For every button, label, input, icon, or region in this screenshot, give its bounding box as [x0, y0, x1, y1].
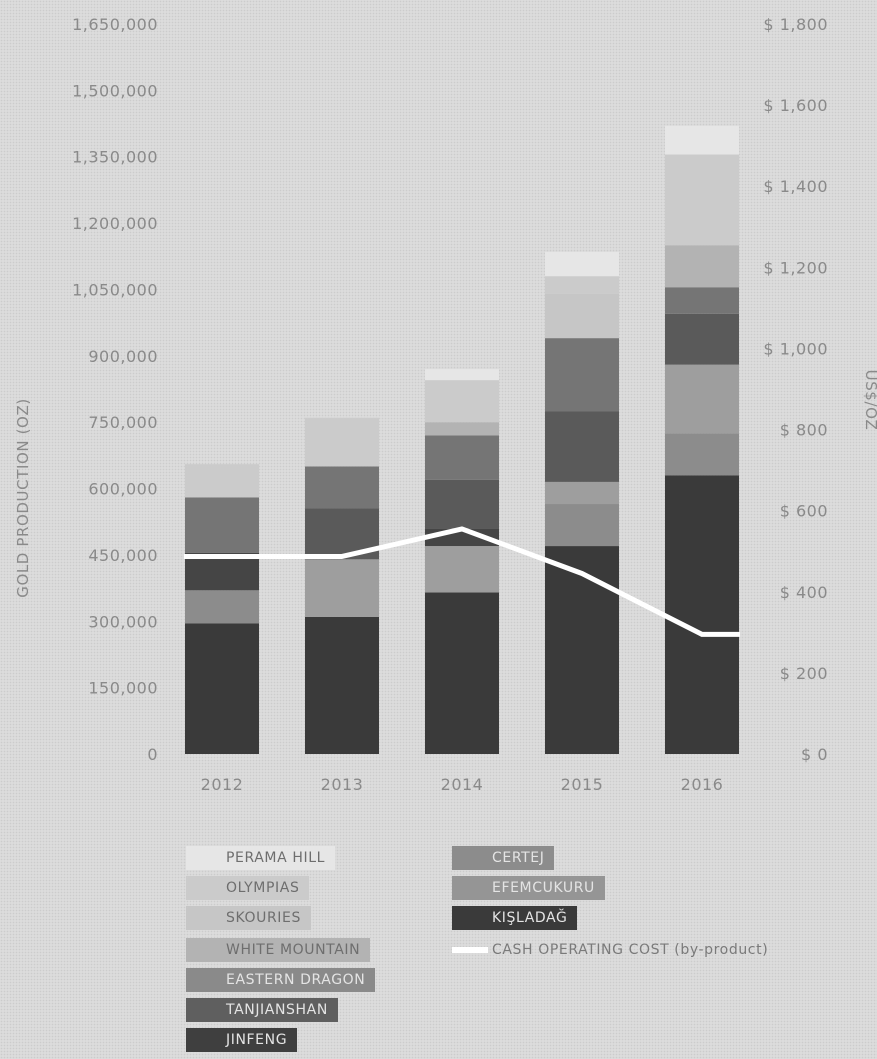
right-tick-label: $ 1,600: [763, 96, 828, 115]
legend-label: CASH OPERATING COST (by-product): [492, 942, 769, 958]
x-tick-label: 2013: [321, 775, 364, 794]
chart: 0 150,000 300,000 450,000 600,000 750,000 900,…: [14, 15, 877, 794]
bar-segment: [665, 154, 739, 246]
legend-item: KIŞLADAĞ: [452, 906, 578, 930]
bar-segment: [185, 464, 259, 498]
x-tick-label: 2015: [561, 775, 604, 794]
left-tick-label: 1,050,000: [72, 280, 158, 299]
bar-segment: [425, 592, 499, 754]
legend-item: CERTEJ: [452, 846, 555, 870]
legend-item: JINFENG: [186, 1028, 298, 1052]
legend-label: JINFENG: [226, 1032, 288, 1048]
legend-item: TANJIANSHAN: [186, 998, 338, 1022]
cost-line-group: [184, 526, 740, 637]
legend-item: WHITE MOUNTAIN: [186, 938, 371, 962]
legend-label: OLYMPIAS: [226, 880, 300, 896]
right-tick-label: $ 600: [780, 502, 828, 521]
legend-item: PERAMA HILL: [186, 846, 335, 870]
legend-item: OLYMPIAS: [186, 876, 310, 900]
right-tick-label: $ 800: [780, 421, 828, 440]
right-tick-label: $ 1,800: [763, 15, 828, 34]
legend-label: TANJIANSHAN: [226, 1002, 328, 1018]
left-tick-label: 1,650,000: [72, 15, 158, 34]
bar-segment: [545, 504, 619, 547]
legend-label: EASTERN DRAGON: [226, 972, 366, 988]
left-tick-label: 600,000: [88, 480, 158, 499]
left-tick-label: 0: [147, 745, 158, 764]
left-tick-label: 150,000: [88, 679, 158, 698]
right-tick-label: $ 1,400: [763, 177, 828, 196]
left-tick-label: 1,350,000: [72, 148, 158, 167]
legend-item: EFEMCUKURU: [452, 876, 605, 900]
legend-line-swatch: [452, 947, 488, 953]
bar-segment: [185, 497, 259, 553]
right-axis-ticks: $ 0 $ 200 $ 400 $ 600 $ 800 $ 1,000 $ 1,200 $ 1…: [763, 15, 828, 764]
bar-segment: [665, 475, 739, 754]
bar-segment: [665, 125, 739, 155]
right-axis-title: US$/OZ: [862, 370, 877, 431]
bar-segment: [545, 251, 619, 277]
bar-segment: [185, 623, 259, 754]
legend-label: PERAMA HILL: [226, 850, 325, 866]
x-tick-label: 2016: [681, 775, 724, 794]
left-tick-label: 900,000: [88, 347, 158, 366]
right-tick-label: $ 400: [780, 583, 828, 602]
left-axis-title: GOLD PRODUCTION (OZ): [14, 398, 32, 598]
x-tick-label: 2014: [441, 775, 484, 794]
left-tick-label: 750,000: [88, 413, 158, 432]
left-tick-label: 1,200,000: [72, 214, 158, 233]
bar-segment: [665, 313, 739, 365]
bar-segment: [425, 479, 499, 529]
bar-segment: [545, 293, 619, 339]
bar-segment: [425, 422, 499, 436]
bar-segment: [305, 559, 379, 617]
x-tick-label: 2012: [201, 775, 244, 794]
left-tick-label: 1,500,000: [72, 81, 158, 100]
bar-segment: [185, 590, 259, 624]
left-tick-label: 450,000: [88, 546, 158, 565]
left-axis-ticks: 0 150,000 300,000 450,000 600,000 750,000 900,…: [72, 15, 158, 764]
legend-label: KIŞLADAĞ: [492, 910, 568, 926]
legend-label: EFEMCUKURU: [492, 880, 595, 896]
left-tick-label: 300,000: [88, 612, 158, 631]
right-tick-label: $ 1,000: [763, 339, 828, 358]
bar-segment: [545, 411, 619, 482]
bar-segment: [425, 380, 499, 423]
bar-segment: [665, 287, 739, 314]
bar-segment: [545, 276, 619, 294]
bar-segment: [425, 435, 499, 480]
bar-segment: [545, 338, 619, 412]
right-tick-label: $ 0: [801, 745, 828, 764]
bar-segment: [425, 369, 499, 381]
legend-label: WHITE MOUNTAIN: [226, 942, 361, 958]
legend-item: EASTERN DRAGON: [186, 968, 376, 992]
bar-segment: [305, 466, 379, 509]
bars: [185, 125, 739, 754]
bar-segment: [545, 481, 619, 505]
right-tick-label: $ 1,200: [763, 258, 828, 277]
bar-segment: [545, 546, 619, 754]
bar-segment: [305, 616, 379, 754]
bar-segment: [665, 245, 739, 288]
legend-label: CERTEJ: [492, 850, 545, 866]
bar-segment: [305, 417, 379, 467]
legend-item: CASH OPERATING COST (by-product): [452, 938, 778, 962]
right-tick-label: $ 200: [780, 664, 828, 683]
legend-label: SKOURIES: [226, 910, 301, 926]
legend-item: SKOURIES: [186, 906, 311, 930]
x-axis-ticks: 2012 2013 2014 2015 2016: [201, 775, 724, 794]
bar-segment: [665, 433, 739, 476]
bar-segment: [425, 546, 499, 593]
bar-segment: [665, 364, 739, 434]
